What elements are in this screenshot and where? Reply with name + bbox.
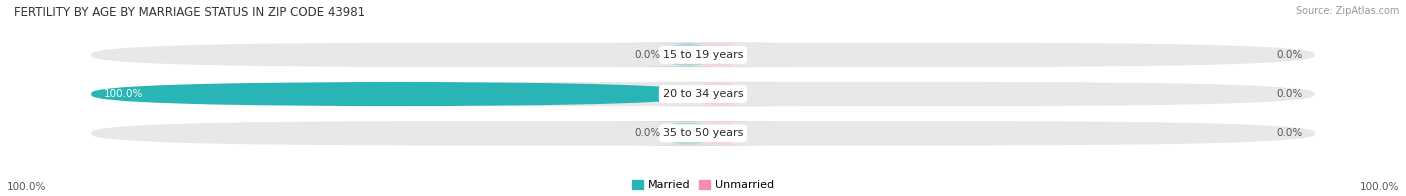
- Text: 0.0%: 0.0%: [1277, 89, 1302, 99]
- Legend: Married, Unmarried: Married, Unmarried: [633, 180, 773, 191]
- Text: Source: ZipAtlas.com: Source: ZipAtlas.com: [1295, 6, 1399, 16]
- Text: 35 to 50 years: 35 to 50 years: [662, 128, 744, 138]
- Text: 100.0%: 100.0%: [104, 89, 143, 99]
- Text: 0.0%: 0.0%: [634, 128, 661, 138]
- Text: 0.0%: 0.0%: [634, 50, 661, 60]
- FancyBboxPatch shape: [91, 43, 1315, 67]
- FancyBboxPatch shape: [636, 121, 801, 145]
- FancyBboxPatch shape: [605, 121, 770, 145]
- FancyBboxPatch shape: [636, 82, 801, 106]
- FancyBboxPatch shape: [636, 43, 801, 67]
- FancyBboxPatch shape: [91, 82, 1315, 106]
- Text: 20 to 34 years: 20 to 34 years: [662, 89, 744, 99]
- Text: FERTILITY BY AGE BY MARRIAGE STATUS IN ZIP CODE 43981: FERTILITY BY AGE BY MARRIAGE STATUS IN Z…: [14, 6, 366, 19]
- FancyBboxPatch shape: [91, 82, 703, 106]
- FancyBboxPatch shape: [605, 43, 770, 67]
- Text: 15 to 19 years: 15 to 19 years: [662, 50, 744, 60]
- Text: 0.0%: 0.0%: [1277, 128, 1302, 138]
- Text: 100.0%: 100.0%: [7, 182, 46, 192]
- Text: 100.0%: 100.0%: [1360, 182, 1399, 192]
- FancyBboxPatch shape: [91, 121, 1315, 145]
- Text: 0.0%: 0.0%: [1277, 50, 1302, 60]
